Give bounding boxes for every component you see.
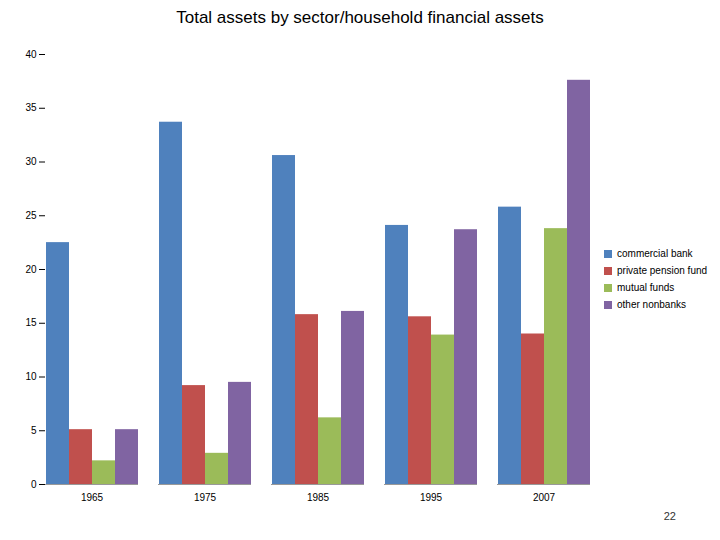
svg-text:20: 20 — [25, 264, 37, 275]
svg-text:1995: 1995 — [420, 492, 443, 503]
svg-text:35: 35 — [25, 102, 37, 113]
svg-text:10: 10 — [25, 371, 37, 382]
svg-text:15: 15 — [25, 317, 37, 328]
html-text:other nonbanks: other nonbanks — [617, 299, 686, 310]
svg-text:5: 5 — [31, 425, 37, 436]
svg-text:1975: 1975 — [194, 492, 217, 503]
svg-text:1965: 1965 — [81, 492, 104, 503]
svg-text:25: 25 — [25, 210, 37, 221]
html-text:22: 22 — [663, 510, 676, 522]
svg-text:40: 40 — [25, 49, 37, 60]
svg-text:2007: 2007 — [533, 492, 556, 503]
html-text:commercial bank: commercial bank — [617, 248, 693, 259]
svg-text:30: 30 — [25, 156, 37, 167]
svg-text:1985: 1985 — [307, 492, 330, 503]
svg-text:0: 0 — [31, 479, 37, 490]
html-text:private pension fund: private pension fund — [617, 265, 708, 276]
html-text:mutual funds: mutual funds — [617, 282, 675, 293]
html-text:Total assets by sector/househo: Total assets by sector/household financi… — [176, 8, 544, 27]
